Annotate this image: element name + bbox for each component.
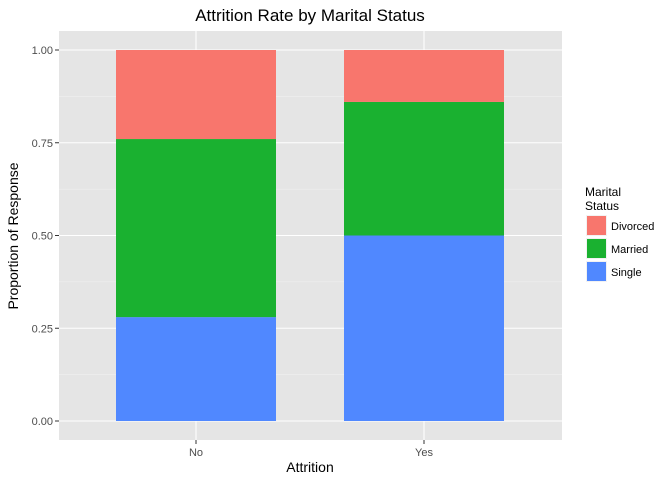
bar-no-divorced xyxy=(116,50,276,140)
chart-title: Attrition Rate by Marital Status xyxy=(195,6,425,25)
legend-title-line-2: Status xyxy=(585,199,619,213)
legend: Marital Status Divorced Married Single xyxy=(585,185,654,282)
y-tick-label: 0.50 xyxy=(32,231,53,243)
legend-label-divorced: Divorced xyxy=(611,221,654,233)
y-axis-ticks: 0.00 0.25 0.50 0.75 1.00 xyxy=(32,45,59,428)
bar-yes-single xyxy=(344,235,504,421)
bar-no-married xyxy=(116,139,276,318)
x-axis-title: Attrition xyxy=(286,459,333,475)
legend-swatch-divorced xyxy=(587,216,606,235)
bars xyxy=(116,50,504,421)
y-tick-label: 0.75 xyxy=(32,138,53,150)
x-axis-ticks: No Yes xyxy=(189,440,433,459)
legend-swatch-single xyxy=(587,262,606,281)
bar-yes-married xyxy=(344,101,504,236)
bar-no-single xyxy=(116,317,276,421)
legend-label-married: Married xyxy=(611,244,648,256)
y-axis-title: Proportion of Response xyxy=(5,162,21,309)
bar-yes-divorced xyxy=(344,50,504,102)
x-tick-label: No xyxy=(189,447,203,459)
legend-title-line-1: Marital xyxy=(585,185,621,199)
legend-label-single: Single xyxy=(611,267,642,279)
legend-swatch-married xyxy=(587,239,606,258)
y-tick-label: 0.00 xyxy=(32,416,53,428)
y-tick-label: 1.00 xyxy=(32,45,53,57)
y-tick-label: 0.25 xyxy=(32,323,53,335)
x-tick-label: Yes xyxy=(415,447,433,459)
